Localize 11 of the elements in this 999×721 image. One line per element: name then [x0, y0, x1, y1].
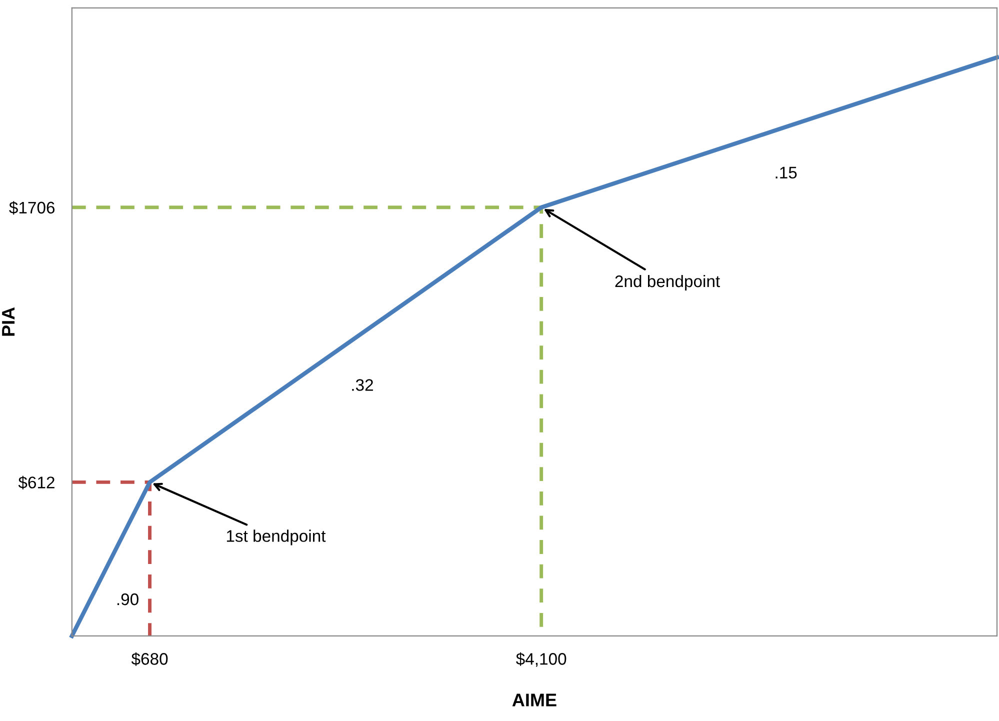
y-tick-label: $1706: [9, 201, 55, 215]
x-axis-title: AIME: [512, 694, 556, 706]
y-tick-label: $612: [18, 476, 54, 490]
annotation: 1st bendpoint: [226, 530, 326, 546]
y-axis-title: PIA: [2, 307, 15, 336]
annotation: .90: [117, 593, 138, 606]
annotation: .32: [352, 379, 373, 391]
annotation: 2nd bendpoint: [615, 274, 720, 291]
x-tick-label: $680: [131, 652, 168, 666]
annotation: .15: [776, 166, 797, 179]
x-tick-label: $4,100: [516, 652, 566, 667]
